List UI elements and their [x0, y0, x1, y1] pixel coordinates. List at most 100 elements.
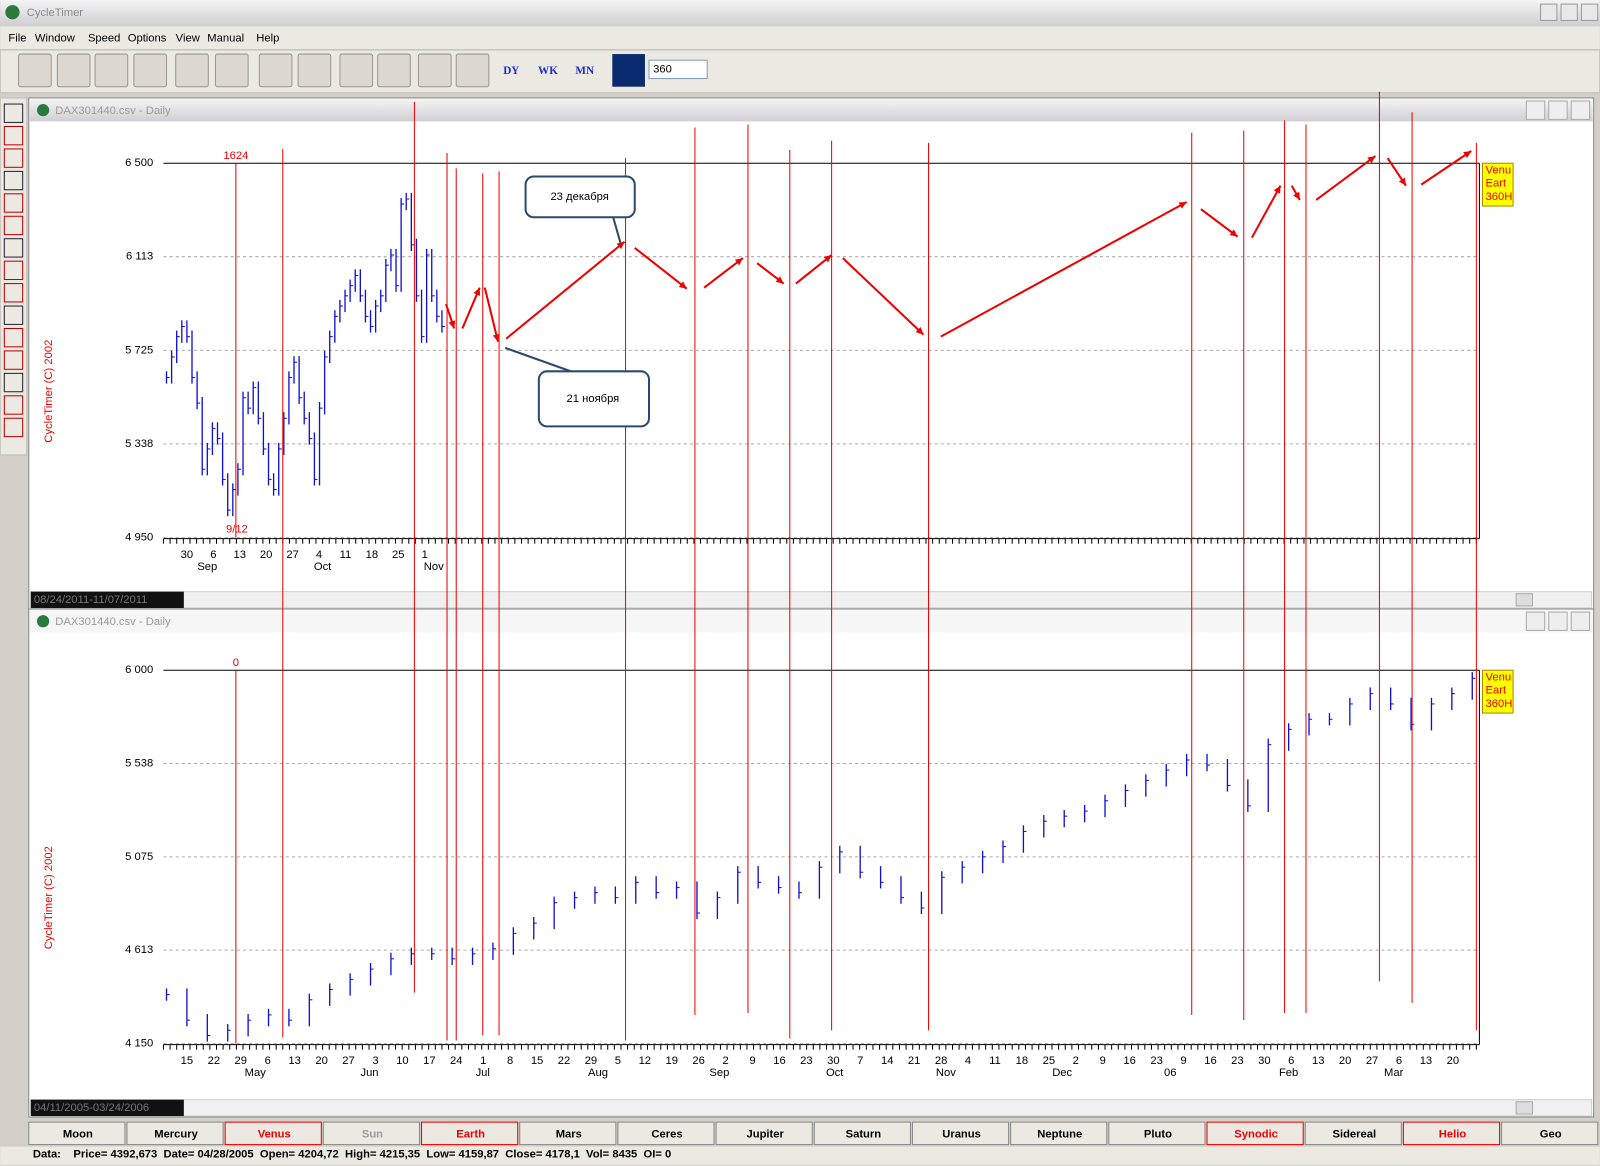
menu-item[interactable]: View [176, 33, 201, 45]
toolbar-button[interactable] [214, 53, 249, 88]
menu-item[interactable]: File [8, 33, 26, 45]
scroll-thumb[interactable] [1515, 593, 1533, 607]
planet-button-label[interactable]: Venus [258, 1128, 291, 1140]
toolbar-button[interactable] [377, 53, 411, 88]
planet-button[interactable] [224, 1121, 322, 1146]
tool-button[interactable] [3, 238, 24, 258]
planet-button-label[interactable]: Helio [1439, 1128, 1467, 1140]
menu-item[interactable]: Speed [88, 33, 120, 45]
planet-button-label[interactable]: Sidereal [1332, 1128, 1376, 1140]
window-control[interactable] [1540, 3, 1558, 21]
tool-button[interactable] [3, 372, 24, 393]
x-tick-label: 22 [558, 1055, 570, 1067]
chart-window-control[interactable] [1525, 611, 1546, 631]
x-tick-label: 9 [1180, 1055, 1186, 1067]
toolbar-button[interactable] [175, 53, 209, 88]
planet-button-label[interactable]: Synodic [1234, 1128, 1278, 1140]
planet-button-label[interactable]: Ceres [651, 1128, 682, 1140]
window-control[interactable] [1580, 3, 1599, 21]
planet-button-label[interactable]: Mars [556, 1128, 582, 1140]
y-tick-label: 4 150 [125, 1038, 153, 1050]
planet-button[interactable] [1010, 1121, 1108, 1146]
planet-button[interactable] [911, 1121, 1010, 1146]
chart-window-control[interactable] [1548, 100, 1568, 120]
scrollbar[interactable] [30, 591, 1593, 609]
arrow-head [1367, 156, 1376, 164]
planet-button[interactable] [1304, 1121, 1402, 1146]
x-tick-label: 13 [1312, 1055, 1324, 1067]
toolbar-button[interactable] [18, 53, 52, 88]
planet-button-label[interactable]: Moon [63, 1128, 93, 1140]
planet-button[interactable] [28, 1121, 126, 1146]
tool-button[interactable] [3, 395, 24, 415]
planet-button-label[interactable]: Uranus [942, 1128, 981, 1140]
tool-button[interactable] [3, 103, 24, 123]
toolbar-button[interactable] [339, 53, 374, 88]
menu-item[interactable]: Manual [207, 33, 244, 45]
tool-button[interactable] [3, 327, 24, 348]
x-tick-label: 5 [615, 1055, 621, 1067]
tool-button[interactable] [3, 193, 24, 213]
legend-entry: Eart [1486, 178, 1507, 190]
planet-button[interactable] [715, 1121, 813, 1146]
planet-button-label[interactable]: Pluto [1144, 1128, 1172, 1140]
menu-item[interactable]: Help [256, 33, 279, 45]
tool-button[interactable] [3, 305, 24, 325]
x-month-label: Jun [360, 1067, 378, 1079]
planet-button[interactable] [1501, 1121, 1599, 1146]
toolbar-label[interactable]: MN [575, 65, 594, 77]
planet-button-label[interactable]: Neptune [1037, 1128, 1082, 1140]
planet-button[interactable] [1108, 1121, 1206, 1146]
toolbar-label[interactable]: DY [503, 65, 519, 77]
toolbar-button[interactable] [133, 53, 168, 88]
tool-button[interactable] [3, 215, 24, 236]
planet-button[interactable] [1206, 1121, 1304, 1146]
planet-button[interactable] [126, 1121, 224, 1146]
planet-button-label[interactable]: Jupiter [746, 1128, 784, 1140]
tool-button[interactable] [3, 260, 24, 281]
toolbar-button[interactable] [455, 53, 490, 88]
toolbar-button[interactable] [258, 53, 293, 88]
planet-button[interactable] [1402, 1121, 1501, 1146]
menu-item[interactable]: Options [128, 33, 167, 45]
planet-button[interactable] [421, 1121, 519, 1146]
x-tick-label: 16 [1123, 1055, 1135, 1067]
toolbar-button[interactable] [297, 53, 332, 88]
planet-button[interactable] [617, 1121, 715, 1146]
cycle-input[interactable] [648, 59, 708, 80]
x-tick-label: 2 [722, 1055, 728, 1067]
tool-button[interactable] [3, 417, 24, 438]
tool-button[interactable] [3, 283, 24, 303]
toolbar-button[interactable] [94, 53, 129, 88]
chart-window [28, 608, 1595, 1118]
chart-window-control[interactable] [1570, 611, 1591, 631]
toolbar-button[interactable] [417, 53, 452, 88]
x-tick-label: 4 [965, 1055, 971, 1067]
chart-window-control[interactable] [1570, 100, 1591, 120]
x-tick-label: 26 [692, 1055, 704, 1067]
planet-button[interactable] [813, 1121, 911, 1146]
tool-button[interactable] [3, 350, 24, 370]
callout [524, 175, 636, 219]
menu-item[interactable]: Window [35, 33, 76, 45]
chart-window-control[interactable] [1525, 100, 1546, 120]
planet-button[interactable] [322, 1121, 421, 1146]
toolbar-button[interactable] [56, 53, 91, 88]
tool-button[interactable] [3, 148, 24, 168]
window-control[interactable] [1560, 3, 1578, 21]
low-label: 9/12 [226, 523, 248, 535]
planet-button-label[interactable]: Earth [456, 1128, 485, 1140]
planet-button-label[interactable]: Geo [1540, 1128, 1562, 1140]
planet-button-label[interactable]: Saturn [846, 1128, 882, 1140]
toolbar-label[interactable]: WK [538, 65, 558, 77]
planet-button[interactable] [519, 1121, 617, 1146]
scrollbar[interactable] [30, 1099, 1593, 1117]
x-month-label: Nov [936, 1067, 956, 1079]
tool-button[interactable] [3, 170, 24, 191]
scroll-thumb[interactable] [1515, 1101, 1533, 1115]
planet-button-label[interactable]: Mercury [154, 1128, 198, 1140]
planet-button-label[interactable]: Sun [362, 1128, 383, 1140]
tool-button[interactable] [3, 125, 24, 146]
globe-button[interactable] [612, 54, 645, 87]
chart-window-control[interactable] [1548, 611, 1568, 631]
